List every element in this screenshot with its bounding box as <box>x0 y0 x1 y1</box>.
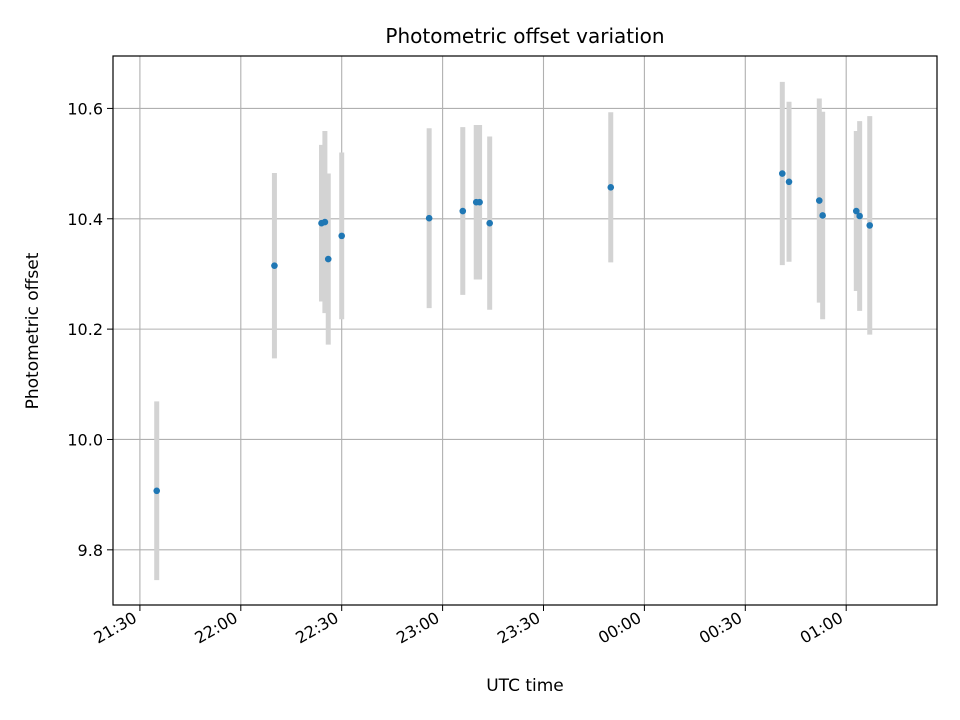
data-point <box>324 255 332 263</box>
plot-frame <box>112 55 938 606</box>
data-point <box>271 262 278 269</box>
x-tick-label: 00:30 <box>696 608 745 648</box>
data-point <box>785 178 793 186</box>
y-tick-label: 10.6 <box>67 99 103 118</box>
data-point <box>819 212 826 219</box>
y-tick-label: 10.2 <box>67 320 103 339</box>
y-tick-label: 10.0 <box>67 430 103 449</box>
x-tick-label: 01:00 <box>797 608 846 648</box>
data-points <box>153 170 874 495</box>
data-point <box>338 232 346 240</box>
data-point <box>486 219 493 227</box>
x-tick-label: 21:30 <box>90 608 139 648</box>
data-point <box>856 212 863 220</box>
x-tick-label: 23:00 <box>393 608 442 648</box>
y-tick-label: 9.8 <box>78 541 103 560</box>
data-point <box>153 487 161 495</box>
data-point <box>607 184 615 191</box>
data-point <box>852 207 860 215</box>
data-point <box>866 222 874 229</box>
grid <box>113 56 937 605</box>
x-tick-label: 00:00 <box>595 608 644 648</box>
error-bars <box>154 81 873 581</box>
x-tick-label: 22:00 <box>191 608 240 648</box>
y-axis-label: Photometric offset <box>23 252 43 409</box>
data-point <box>459 207 467 215</box>
x-tick-label: 23:30 <box>494 608 543 648</box>
data-point <box>476 198 483 206</box>
data-point <box>425 214 433 222</box>
chart-title: Photometric offset variation <box>385 24 664 48</box>
axis-ticks: 21:30 22:00 22:30 23:00 23:30 00:00 00:30 01:00… <box>67 99 847 648</box>
y-tick-label: 10.4 <box>67 210 103 229</box>
data-point <box>778 170 786 177</box>
x-axis-label: UTC time <box>486 676 564 696</box>
data-point <box>321 218 329 226</box>
data-point <box>815 197 823 204</box>
x-tick-label: 22:30 <box>292 608 341 648</box>
